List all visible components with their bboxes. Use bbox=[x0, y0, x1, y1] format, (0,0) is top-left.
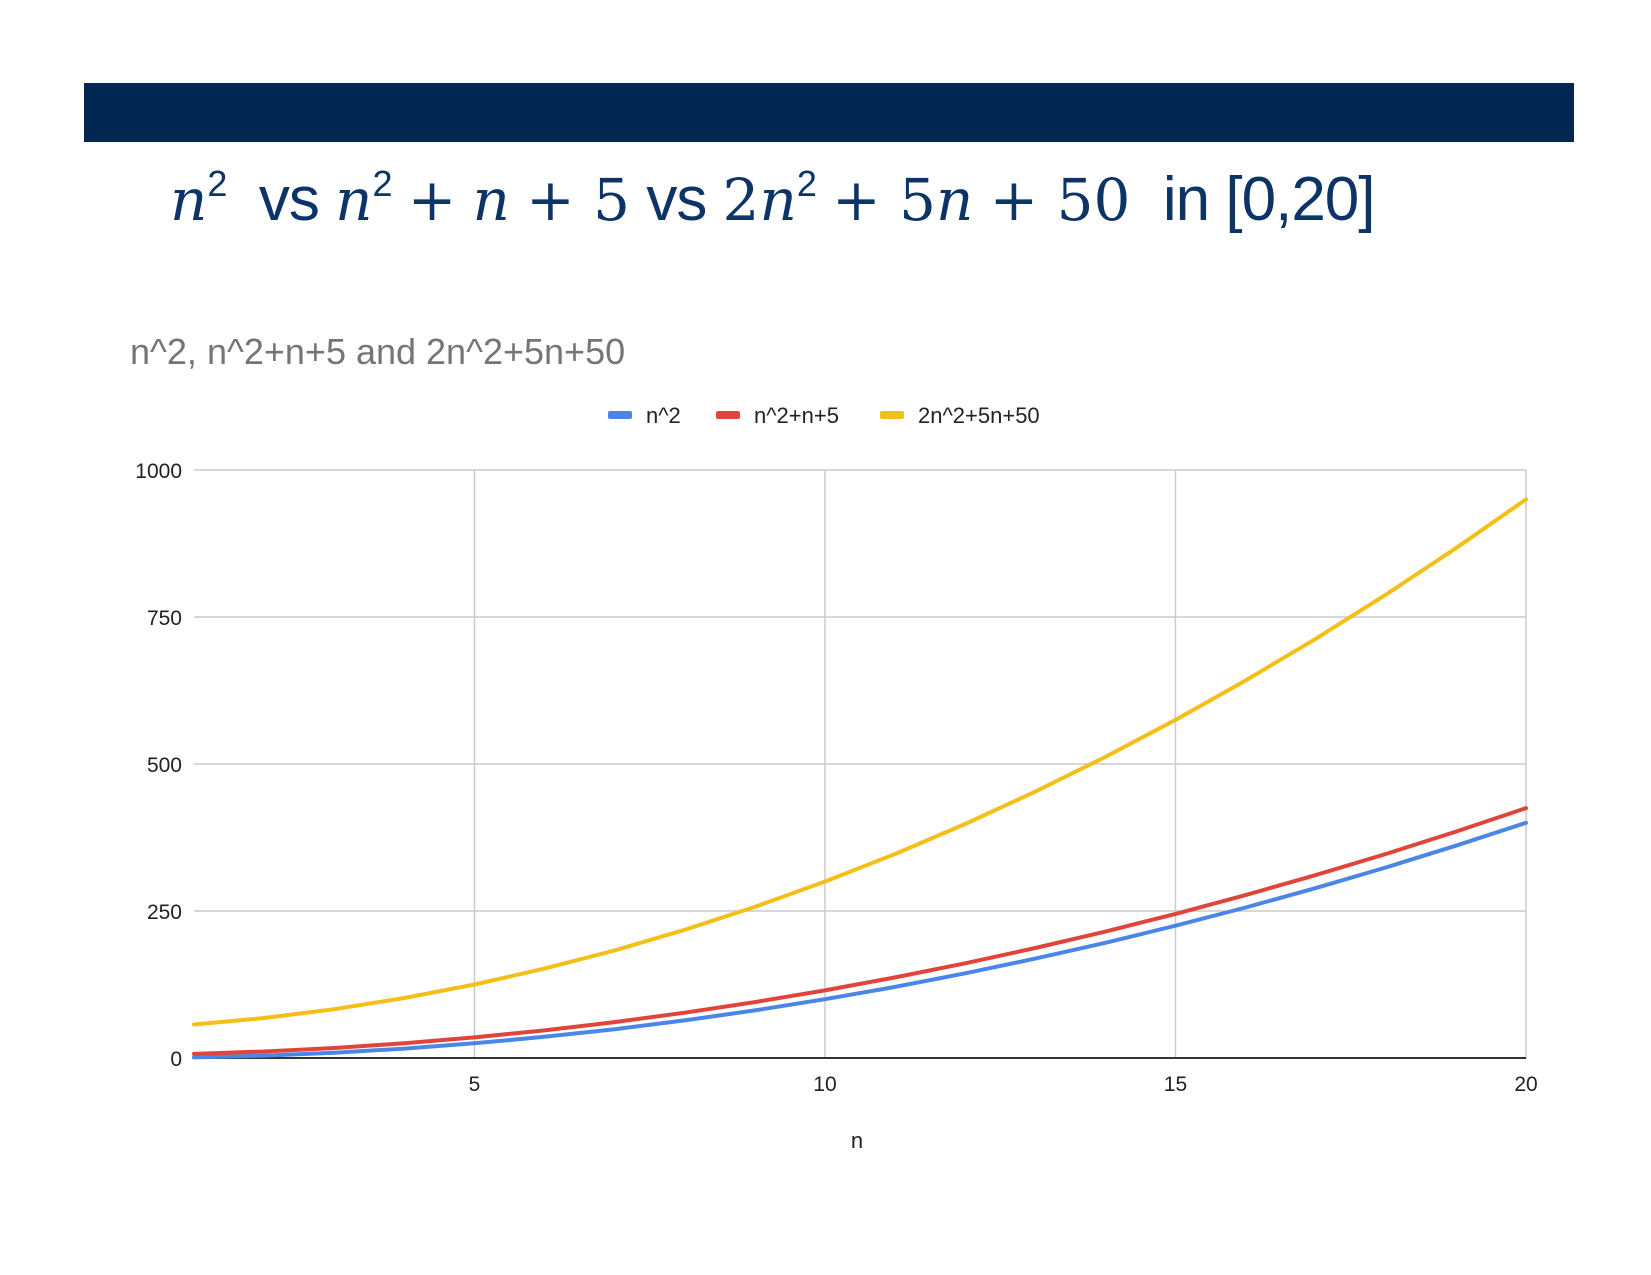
legend-label-2: n^2+n+5 bbox=[754, 403, 839, 428]
y-tick-label: 1000 bbox=[135, 460, 182, 483]
slide-title: n2 vs n2 + n + 5 vs 2n2 + 5n + 50 in [0,… bbox=[170, 160, 1376, 240]
y-tick-label: 500 bbox=[147, 754, 182, 777]
title-exponent: 2 bbox=[796, 163, 817, 204]
title-operator: + 50 bbox=[989, 166, 1131, 234]
x-tick-label: 10 bbox=[813, 1073, 836, 1096]
title-exponent: 2 bbox=[372, 163, 392, 204]
chart-title: n^2, n^2+n+5 and 2n^2+5n+50 bbox=[130, 331, 626, 372]
y-tick-label: 0 bbox=[170, 1048, 182, 1071]
title-operator: + bbox=[407, 166, 457, 234]
title-operator: + 5 bbox=[526, 166, 631, 234]
title-word: vs bbox=[258, 165, 320, 234]
x-tick-label: 20 bbox=[1514, 1073, 1537, 1096]
title-term: n bbox=[472, 166, 510, 234]
legend-swatch-1 bbox=[608, 411, 632, 419]
title-coefficient: 2 bbox=[722, 166, 760, 234]
title-word: vs bbox=[646, 165, 707, 234]
title-exponent: 2 bbox=[207, 163, 227, 204]
title-term: n bbox=[936, 166, 974, 234]
x-tick-label: 5 bbox=[469, 1073, 481, 1096]
y-tick-label: 750 bbox=[147, 607, 182, 630]
legend-swatch-3 bbox=[880, 411, 904, 419]
title-term: n bbox=[170, 166, 208, 234]
series-line-3 bbox=[192, 497, 1528, 1027]
x-axis-title: n bbox=[851, 1128, 863, 1153]
title-term: n bbox=[335, 166, 373, 234]
legend-label-1: n^2 bbox=[646, 403, 681, 428]
x-tick-label: 15 bbox=[1164, 1073, 1187, 1096]
y-tick-label: 250 bbox=[147, 901, 182, 924]
title-word: in [0,20] bbox=[1162, 165, 1376, 234]
series-line-2 bbox=[192, 806, 1528, 1056]
title-operator: + 5 bbox=[832, 166, 937, 234]
legend-swatch-2 bbox=[716, 411, 740, 419]
header-bar bbox=[84, 83, 1574, 142]
series-line-1 bbox=[192, 820, 1528, 1060]
title-term: n bbox=[759, 166, 797, 234]
legend-label-3: 2n^2+5n+50 bbox=[918, 403, 1040, 428]
